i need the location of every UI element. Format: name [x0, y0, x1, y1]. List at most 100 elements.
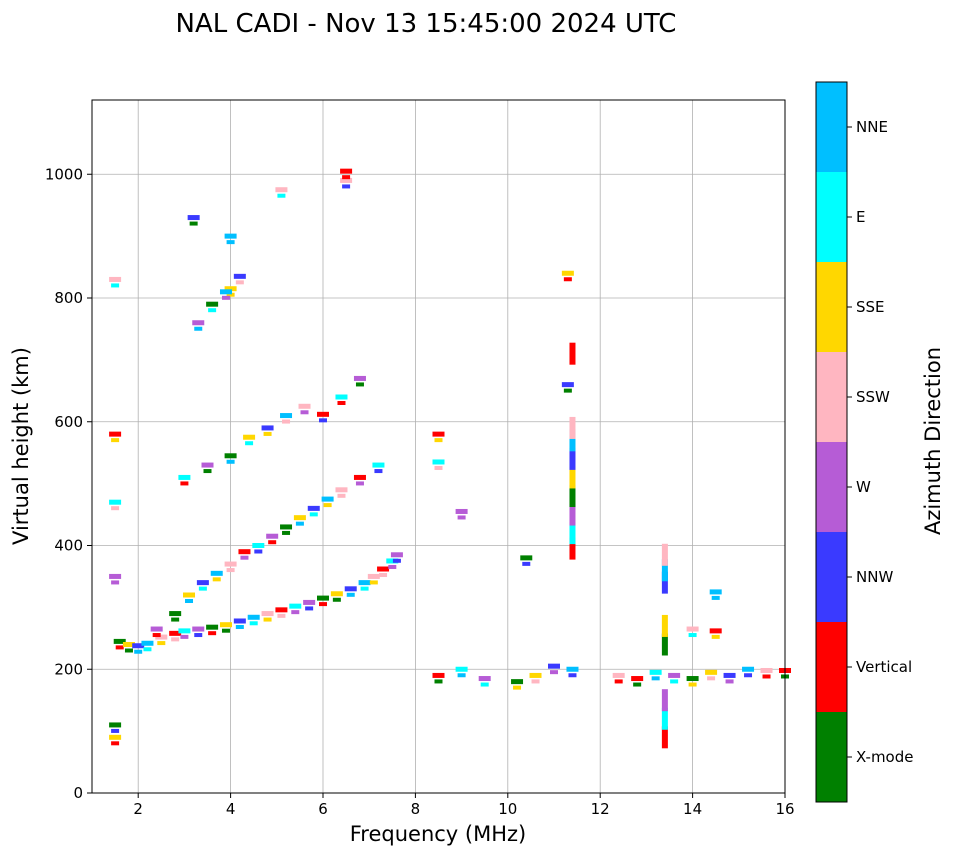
echo-point	[280, 524, 293, 530]
echo-point	[109, 722, 122, 728]
echo-point	[569, 342, 576, 365]
echo-point	[661, 633, 668, 656]
echo-point	[480, 682, 489, 687]
echo-point	[221, 295, 230, 300]
x-axis-label: Frequency (MHz)	[350, 822, 526, 846]
echo-point	[150, 626, 163, 632]
echo-point	[233, 618, 246, 624]
echo-point	[208, 631, 217, 636]
echo-point	[289, 603, 302, 609]
echo-point	[263, 617, 272, 622]
x-tick-label: 10	[498, 800, 517, 818]
echo-point	[115, 645, 124, 650]
colorbar-category-label: NNE	[856, 118, 888, 136]
colorbar: X-mode Vertical NNW W SSW SSE E NNE	[815, 81, 913, 803]
colorbar-label: Azimuth Direction	[921, 347, 945, 535]
echo-point	[661, 543, 668, 566]
x-tick-label: 4	[226, 800, 236, 818]
echo-point	[531, 679, 540, 684]
echo-point	[707, 676, 716, 681]
echo-point	[180, 481, 189, 486]
echo-point	[668, 672, 681, 678]
echo-point	[221, 628, 230, 633]
echo-point	[612, 672, 625, 678]
echo-point	[323, 503, 332, 508]
echo-point	[275, 187, 288, 193]
echo-point	[249, 621, 258, 626]
echo-point	[569, 522, 576, 545]
echo-point	[247, 614, 260, 620]
echo-point	[661, 726, 668, 749]
echo-point	[275, 607, 288, 613]
echo-point	[332, 597, 341, 602]
colorbar-category-label: W	[856, 478, 871, 496]
echo-point	[561, 382, 574, 388]
echo-point	[178, 474, 191, 480]
echo-point	[478, 676, 491, 682]
echo-point	[661, 614, 668, 637]
colorbar-swatch	[816, 262, 847, 352]
echo-point	[520, 555, 533, 561]
echo-point	[235, 624, 244, 629]
echo-point	[226, 459, 235, 464]
echo-point	[651, 676, 660, 681]
echo-point	[111, 506, 120, 511]
echo-point	[388, 564, 397, 569]
echo-point	[171, 637, 180, 642]
echo-point	[293, 515, 306, 521]
echo-point	[111, 580, 120, 585]
echo-point	[511, 679, 524, 685]
echo-point	[569, 537, 576, 560]
echo-point	[434, 438, 443, 443]
echo-point	[377, 566, 390, 572]
echo-point	[189, 221, 198, 226]
x-tick-label: 12	[591, 800, 610, 818]
echo-point	[198, 586, 207, 591]
echo-point	[317, 411, 329, 417]
colorbar-category-label: SSW	[856, 388, 890, 406]
echo-point	[374, 469, 383, 474]
echo-point	[688, 633, 697, 638]
echo-point	[686, 626, 699, 632]
echo-point	[185, 599, 194, 603]
echo-point	[353, 474, 366, 480]
echo-point	[134, 649, 143, 654]
echo-point	[522, 561, 531, 566]
echo-point	[224, 233, 237, 239]
echo-point	[457, 673, 466, 678]
echo-point	[122, 642, 135, 647]
echo-point	[432, 459, 445, 465]
echo-point	[282, 419, 291, 424]
echo-point	[688, 682, 697, 687]
colorbar-frame	[815, 81, 848, 803]
echo-point	[563, 388, 572, 393]
echo-point	[263, 431, 272, 436]
echo-point	[340, 168, 353, 174]
echo-point	[661, 689, 668, 712]
echo-point	[226, 292, 235, 297]
echo-point	[335, 487, 348, 493]
colorbar-category-label: X-mode	[856, 748, 913, 766]
echo-point	[238, 549, 251, 555]
echo-point	[219, 289, 232, 295]
echo-point	[455, 666, 468, 672]
echo-point	[569, 466, 576, 489]
echo-point	[355, 382, 364, 387]
echo-point	[353, 375, 366, 381]
echo-point	[319, 602, 327, 607]
echo-point	[208, 308, 217, 313]
echo-point	[550, 670, 558, 675]
echo-point	[113, 638, 126, 644]
echo-point	[300, 410, 309, 415]
echo-point	[187, 215, 200, 221]
echo-point	[711, 634, 720, 639]
echo-point	[245, 441, 254, 446]
echo-point	[548, 663, 560, 669]
echo-point	[340, 177, 353, 183]
echo-point	[432, 672, 445, 678]
y-tick-label: 400	[54, 537, 83, 555]
echo-point	[360, 586, 369, 591]
echo-point	[569, 416, 576, 439]
echo-point	[111, 741, 120, 746]
echo-point	[282, 530, 291, 535]
